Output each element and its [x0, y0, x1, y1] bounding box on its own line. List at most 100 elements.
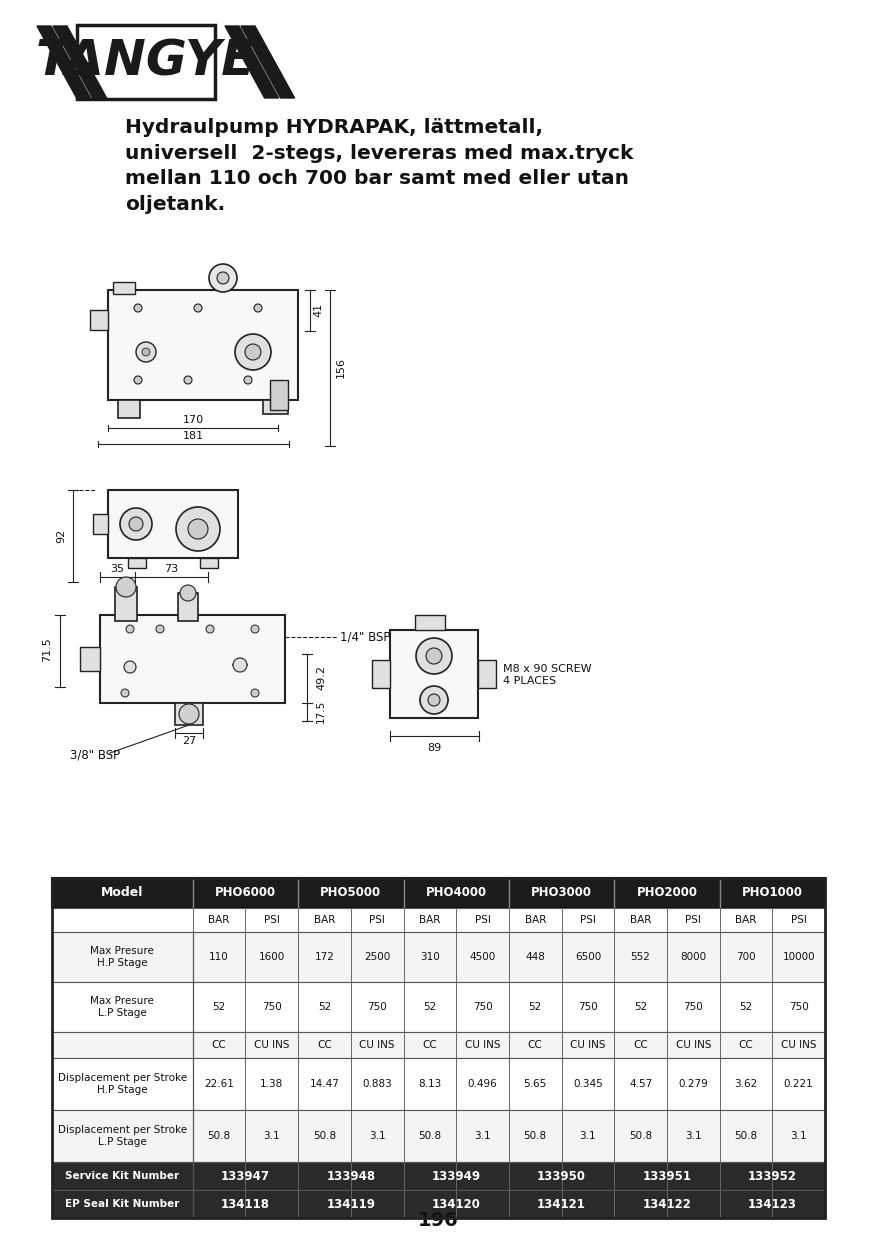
Bar	[52, 1162, 825, 1191]
Text: PSI: PSI	[474, 916, 490, 926]
Text: 134123: 134123	[748, 1198, 796, 1210]
Text: 2500: 2500	[364, 952, 390, 962]
Circle shape	[251, 689, 259, 697]
Text: PHO6000: PHO6000	[215, 887, 276, 899]
Text: Max Presure
H.P Stage: Max Presure H.P Stage	[90, 947, 154, 968]
Text: 134119: 134119	[326, 1198, 375, 1210]
Bar	[93, 514, 108, 534]
Text: 50.8: 50.8	[524, 1131, 546, 1141]
Circle shape	[120, 508, 152, 540]
Bar	[113, 282, 135, 294]
Text: 750: 750	[262, 1001, 282, 1013]
Bar	[478, 661, 496, 688]
Text: 134118: 134118	[221, 1198, 270, 1210]
Bar	[178, 593, 198, 621]
Bar	[100, 615, 285, 703]
Polygon shape	[225, 26, 279, 98]
Text: 0.496: 0.496	[467, 1079, 497, 1088]
Text: PSI: PSI	[264, 916, 280, 926]
Circle shape	[420, 685, 448, 714]
Circle shape	[428, 694, 440, 707]
Bar	[52, 1110, 825, 1162]
Circle shape	[245, 345, 261, 360]
Text: CU INS: CU INS	[781, 1040, 816, 1050]
Circle shape	[176, 508, 220, 551]
Text: BAR: BAR	[735, 916, 757, 926]
Text: 52: 52	[424, 1001, 437, 1013]
Text: 156: 156	[336, 357, 346, 378]
Text: PHO5000: PHO5000	[320, 887, 381, 899]
Circle shape	[134, 376, 142, 384]
Bar	[128, 559, 146, 569]
Circle shape	[194, 304, 202, 312]
Text: 0.279: 0.279	[679, 1079, 708, 1088]
Circle shape	[126, 624, 134, 633]
Text: PHO2000: PHO2000	[637, 887, 697, 899]
Circle shape	[136, 342, 156, 362]
Text: 52: 52	[529, 1001, 542, 1013]
Polygon shape	[53, 26, 107, 98]
Text: 133949: 133949	[431, 1169, 481, 1183]
Text: 3/8" BSP: 3/8" BSP	[70, 749, 120, 761]
Bar	[52, 878, 825, 908]
Text: 552: 552	[631, 952, 651, 962]
Text: 172: 172	[315, 952, 334, 962]
Text: Service Kit Number: Service Kit Number	[65, 1171, 180, 1181]
Text: 134120: 134120	[431, 1198, 481, 1210]
Text: 14.47: 14.47	[310, 1079, 339, 1088]
Text: 50.8: 50.8	[313, 1131, 336, 1141]
Text: 4500: 4500	[469, 952, 496, 962]
Text: 3.62: 3.62	[734, 1079, 758, 1088]
Text: Model: Model	[101, 887, 144, 899]
Text: CC: CC	[528, 1040, 543, 1050]
Bar	[77, 25, 215, 100]
Text: 41: 41	[313, 304, 323, 317]
Text: 0.883: 0.883	[362, 1079, 392, 1088]
Text: 133950: 133950	[537, 1169, 586, 1183]
Text: 750: 750	[788, 1001, 809, 1013]
Text: 196: 196	[418, 1210, 459, 1229]
Text: CU INS: CU INS	[675, 1040, 711, 1050]
Text: CC: CC	[423, 1040, 438, 1050]
Text: 50.8: 50.8	[734, 1131, 758, 1141]
Text: TANGYE: TANGYE	[36, 39, 256, 86]
Text: 52: 52	[212, 1001, 225, 1013]
Circle shape	[180, 585, 196, 601]
Text: 110: 110	[210, 952, 229, 962]
Text: 133947: 133947	[221, 1169, 270, 1183]
Text: 35: 35	[111, 564, 125, 573]
Circle shape	[235, 333, 271, 369]
Text: 52: 52	[317, 1001, 332, 1013]
Circle shape	[142, 348, 150, 356]
Circle shape	[416, 638, 452, 674]
Text: EP Seal Kit Number: EP Seal Kit Number	[65, 1199, 180, 1209]
Circle shape	[209, 264, 237, 292]
Text: 750: 750	[473, 1001, 492, 1013]
Text: PHO1000: PHO1000	[742, 887, 802, 899]
Circle shape	[134, 304, 142, 312]
Text: 10000: 10000	[782, 952, 815, 962]
Bar	[52, 878, 825, 1218]
Bar	[52, 932, 825, 982]
Bar	[115, 587, 137, 621]
Text: 750: 750	[367, 1001, 387, 1013]
Text: 310: 310	[420, 952, 439, 962]
Text: 17.5: 17.5	[316, 699, 326, 723]
Text: 170: 170	[182, 415, 203, 425]
Bar	[270, 379, 288, 411]
Text: 5.65: 5.65	[524, 1079, 547, 1088]
Text: 133951: 133951	[643, 1169, 691, 1183]
Text: 49.2: 49.2	[316, 666, 326, 690]
Bar	[108, 490, 238, 559]
Text: 92: 92	[56, 529, 66, 544]
Text: 4.57: 4.57	[629, 1079, 652, 1088]
Text: 133952: 133952	[748, 1169, 797, 1183]
Circle shape	[426, 648, 442, 664]
Text: CC: CC	[738, 1040, 753, 1050]
Text: CU INS: CU INS	[465, 1040, 500, 1050]
Text: 3.1: 3.1	[369, 1131, 386, 1141]
Text: Displacement per Stroke
H.P Stage: Displacement per Stroke H.P Stage	[58, 1074, 187, 1095]
Circle shape	[179, 704, 199, 724]
Bar	[52, 982, 825, 1033]
Text: 3.1: 3.1	[580, 1131, 596, 1141]
